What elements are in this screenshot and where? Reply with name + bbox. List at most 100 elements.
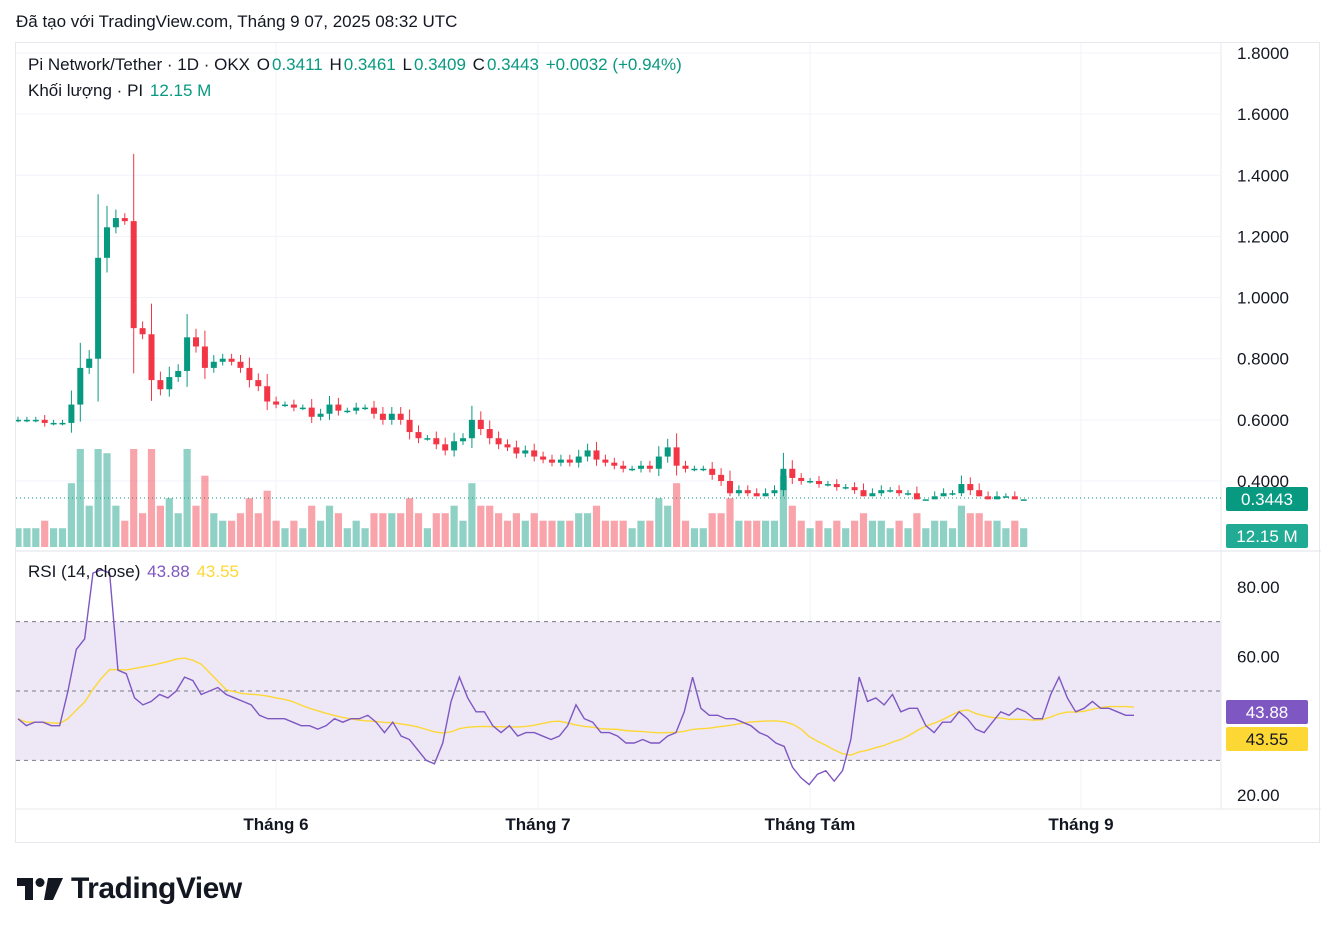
price-tick-label: 1.6000 xyxy=(1237,105,1289,124)
rsi-tick-label: 80.00 xyxy=(1237,578,1280,597)
volume-bar xyxy=(85,505,93,547)
time-tick-label: Tháng Tám xyxy=(765,815,856,834)
candle-body xyxy=(86,358,93,368)
volume-bar xyxy=(343,528,351,547)
volume-bar xyxy=(41,520,49,547)
candle-body xyxy=(727,481,733,494)
rsi-legend: RSI (14, close) 43.88 43.55 xyxy=(28,562,241,582)
candle-body xyxy=(798,477,805,481)
volume-bar xyxy=(112,505,120,547)
candle-body xyxy=(495,438,502,445)
candle-body xyxy=(273,401,280,405)
volume-bar xyxy=(50,528,58,547)
volume-bar xyxy=(530,513,538,547)
volume-bar xyxy=(486,505,494,547)
volume-bar xyxy=(628,528,636,547)
chart-frame: 1.8000 1.6000 1.4000 1.2000 1.0000 0.8000 0.60… xyxy=(15,42,1321,844)
price-tick-label: 1.0000 xyxy=(1237,289,1289,308)
candle-body xyxy=(994,496,1000,500)
volume-bar xyxy=(67,483,75,547)
time-tick-label: Tháng 7 xyxy=(505,815,570,834)
candle-body xyxy=(709,468,716,475)
volume-bar xyxy=(646,520,654,547)
candle-body xyxy=(486,429,493,439)
volume-bar xyxy=(548,520,556,547)
volume-bar xyxy=(957,505,965,547)
volume-bar xyxy=(210,513,218,547)
candle-body xyxy=(184,337,191,371)
candle-body xyxy=(406,419,413,433)
candle-body xyxy=(41,419,48,423)
volume-bar xyxy=(566,520,574,547)
close-value: 0.3443 xyxy=(486,55,539,74)
volume-bar xyxy=(673,483,681,547)
volume-bar xyxy=(103,453,111,547)
rsi-tick-label: 20.00 xyxy=(1237,786,1280,805)
candlesticks xyxy=(16,153,1027,501)
candle-body xyxy=(246,367,253,381)
candle-body xyxy=(620,465,627,469)
volume-bar xyxy=(121,520,129,547)
volume-bar xyxy=(236,513,245,547)
candle-body xyxy=(531,450,538,457)
volume-bar xyxy=(299,528,307,547)
volume-bar xyxy=(904,528,912,547)
candle-body xyxy=(700,468,707,471)
volume-bar xyxy=(334,513,342,547)
candle-body xyxy=(611,462,618,466)
candle-body xyxy=(664,447,671,457)
time-tick-label: Tháng 9 xyxy=(1048,815,1113,834)
price-tick-label: 0.6000 xyxy=(1237,411,1289,430)
volume-bar xyxy=(503,520,512,547)
volume-bar xyxy=(753,520,761,547)
volume-bar xyxy=(601,520,609,547)
candle-body xyxy=(362,407,369,410)
candle-body xyxy=(353,407,360,411)
candle-body xyxy=(887,490,894,492)
candle-body xyxy=(735,490,742,494)
candle-body xyxy=(157,380,164,390)
volume-bar xyxy=(23,528,31,547)
candle-body xyxy=(424,438,431,440)
candle-body xyxy=(1002,496,1009,498)
candle-body xyxy=(967,484,974,491)
volume-bar xyxy=(139,513,147,547)
chart-canvas[interactable]: 1.8000 1.6000 1.4000 1.2000 1.0000 0.8000 0.60… xyxy=(16,43,1321,844)
candle-body xyxy=(23,419,30,422)
volume-bar xyxy=(797,520,805,547)
rsi-badge-text: 43.88 xyxy=(1246,703,1289,722)
volume-bar xyxy=(717,513,725,547)
volume-bar xyxy=(272,520,280,547)
volume-bar xyxy=(824,528,832,547)
volume-bar xyxy=(441,513,449,547)
volume-bar xyxy=(655,498,663,547)
candle-body xyxy=(50,422,57,425)
candle-body xyxy=(477,419,484,430)
rsi-badge-bg xyxy=(1226,700,1308,724)
volume-badge-text: 12.15 M xyxy=(1236,527,1297,546)
candle-body xyxy=(335,404,342,411)
volume-bar xyxy=(842,528,850,547)
candle-body xyxy=(1011,496,1018,500)
rsi-badge: 43.88 xyxy=(1226,700,1308,724)
volume-bar xyxy=(619,520,627,547)
close-label: C xyxy=(472,55,485,74)
candle-body xyxy=(513,447,520,454)
volume-bar xyxy=(397,513,405,547)
open-value: 0.3411 xyxy=(271,55,323,74)
candle-body xyxy=(308,407,315,417)
candle-body xyxy=(913,493,920,500)
volume-bar xyxy=(699,528,707,547)
candle-body xyxy=(326,404,333,414)
candle-body xyxy=(602,459,609,463)
rsi-ma-line xyxy=(17,657,1135,756)
high-label: H xyxy=(329,55,342,74)
volume-bar xyxy=(975,513,983,547)
candle-body xyxy=(255,380,262,387)
volume-bar xyxy=(895,520,903,547)
volume-bar xyxy=(993,520,1001,547)
volume-bar xyxy=(308,505,316,547)
tradingview-logo[interactable]: TradingView xyxy=(17,872,242,906)
candle-body xyxy=(193,337,199,347)
rsi-ma-badge-text: 43.55 xyxy=(1246,730,1289,749)
